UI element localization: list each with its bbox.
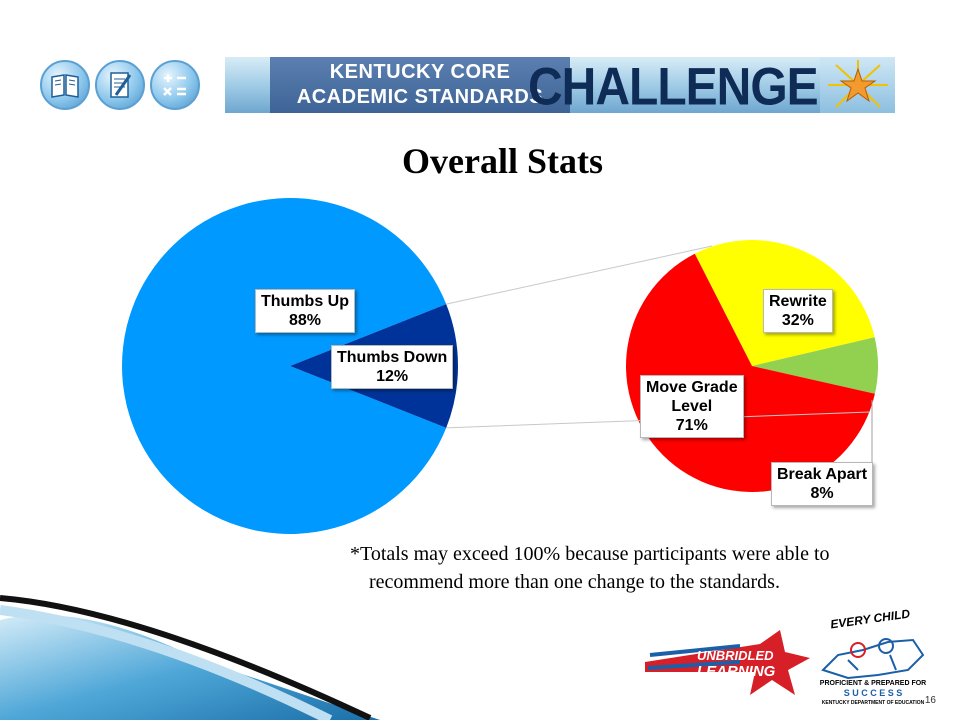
book-icon — [40, 60, 90, 110]
label-thumbs-up-value: 88% — [288, 312, 322, 329]
label-move-grade-value: 71% — [675, 417, 708, 434]
label-thumbs-down: Thumbs Down 12% — [331, 345, 454, 389]
notebook-icon — [95, 60, 145, 110]
breakdown-pie — [626, 240, 878, 492]
banner-line-2: ACADEMIC STANDARDS — [296, 86, 544, 108]
footnote-line-2: recommend more than one change to the st… — [369, 571, 780, 593]
math-symbols-icon — [150, 60, 200, 110]
header-banner: KENTUCKY CORE ACADEMIC STANDARDS CHALLEN… — [40, 55, 895, 116]
footnote-line-1: *Totals may exceed 100% because particip… — [350, 543, 830, 565]
label-thumbs-up: Thumbs Up 88% — [255, 289, 355, 333]
label-thumbs-down-value: 12% — [376, 368, 409, 385]
decorative-swoosh — [0, 595, 380, 720]
unbridled-line-2: LEARNING — [697, 663, 776, 680]
success-text: S U C C E S S — [843, 688, 903, 698]
slide-number: 16 — [924, 695, 936, 706]
sunburst-star-icon — [820, 57, 895, 113]
label-rewrite: Rewrite 32% — [763, 289, 833, 333]
pie-slice-break-apart — [752, 337, 878, 394]
pp-text: PROFICIENT & PREPARED FOR — [819, 680, 927, 687]
label-break-apart: Break Apart 8% — [771, 462, 874, 506]
pie-slice-thumbs-up — [122, 198, 447, 534]
banner-challenge: CHALLENGE — [528, 58, 819, 117]
banner-title-block: KENTUCKY CORE ACADEMIC STANDARDS — [270, 57, 570, 113]
label-break-apart-value: 8% — [810, 485, 834, 502]
kde-text: KENTUCKY DEPARTMENT OF EDUCATION — [821, 700, 925, 706]
label-move-grade-level: Move Grade Level 71% — [640, 375, 744, 438]
footer-logos: UNBRIDLED LEARNING EVERY CHILD PROFICIEN… — [640, 600, 930, 710]
footnote: *Totals may exceed 100% because particip… — [350, 540, 940, 596]
label-thumbs-down-name: Thumbs Down — [337, 349, 448, 366]
unbridled-learning-logo — [645, 630, 810, 695]
unbridled-line-1: UNBRIDLED — [697, 648, 774, 663]
label-move-grade-name-1: Move Grade — [646, 379, 738, 396]
label-thumbs-up-name: Thumbs Up — [261, 293, 349, 310]
every-child-logo — [821, 638, 925, 680]
connector-top — [446, 245, 713, 305]
unbridled-learning-text: UNBRIDLED LEARNING — [697, 648, 775, 680]
label-rewrite-name: Rewrite — [769, 293, 827, 310]
label-move-grade-name-2: Level — [671, 398, 713, 415]
page-title: Overall Stats — [402, 141, 603, 181]
label-break-apart-name: Break Apart — [777, 466, 868, 483]
banner-line-1: KENTUCKY CORE — [329, 61, 511, 83]
label-rewrite-value: 32% — [781, 312, 814, 329]
